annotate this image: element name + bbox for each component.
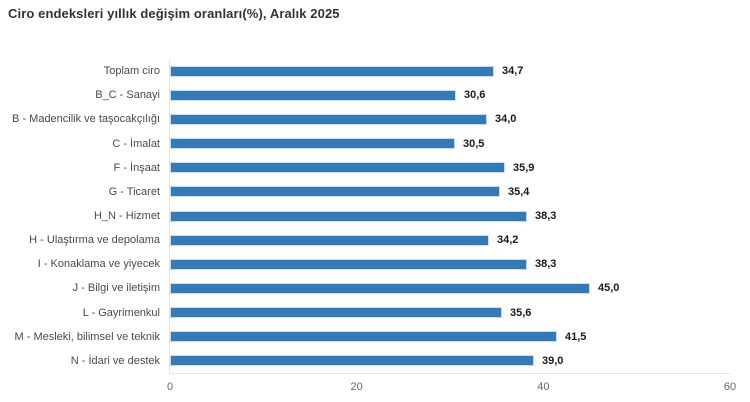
bar bbox=[170, 89, 456, 101]
bar bbox=[170, 307, 502, 319]
bar bbox=[170, 113, 487, 125]
x-tick-label: 60 bbox=[723, 381, 737, 393]
bar bbox=[170, 210, 527, 222]
value-label: 35,9 bbox=[513, 161, 535, 174]
category-label: G - Ticaret bbox=[108, 185, 160, 198]
bar bbox=[170, 65, 494, 77]
value-label: 34,7 bbox=[502, 65, 524, 78]
value-label: 38,3 bbox=[535, 258, 557, 271]
category-label: F - İnşaat bbox=[113, 161, 160, 174]
category-label: M - Mesleki, bilimsel ve teknik bbox=[14, 330, 160, 343]
bar bbox=[170, 331, 557, 343]
value-label: 41,5 bbox=[565, 330, 587, 343]
bar bbox=[170, 282, 590, 294]
category-label: H - Ulaştırma ve depolama bbox=[29, 234, 160, 247]
chart-title: Ciro endeksleri yıllık değişim oranları(… bbox=[8, 6, 340, 21]
value-label: 30,5 bbox=[463, 137, 485, 150]
category-label: L - Gayrimenkul bbox=[82, 306, 160, 319]
value-label: 34,0 bbox=[495, 113, 517, 126]
value-label: 35,4 bbox=[508, 185, 530, 198]
value-label: 45,0 bbox=[598, 282, 620, 295]
category-label: H_N - Hizmet bbox=[93, 210, 160, 222]
category-label: B - Madencilik ve taşocakçılığı bbox=[12, 113, 160, 126]
bar bbox=[170, 162, 505, 174]
bar bbox=[170, 258, 527, 270]
x-axis-line bbox=[169, 373, 730, 374]
bar bbox=[170, 234, 489, 246]
x-tick-label: 40 bbox=[537, 381, 550, 393]
category-label: N - İdari ve destek bbox=[70, 354, 160, 367]
y-axis-line bbox=[169, 59, 170, 374]
category-label: Toplam ciro bbox=[103, 65, 160, 78]
category-label: B_C - Sanayi bbox=[95, 89, 160, 102]
value-label: 34,2 bbox=[497, 234, 519, 247]
category-label: C - İmalat bbox=[112, 137, 160, 150]
value-label: 39,0 bbox=[542, 354, 564, 367]
category-label: J - Bilgi ve iletişim bbox=[72, 282, 160, 295]
bar bbox=[170, 355, 534, 367]
bar bbox=[170, 138, 455, 150]
category-label: I - Konaklama ve yiyecek bbox=[37, 258, 160, 271]
x-tick-label: 0 bbox=[166, 381, 174, 393]
value-label: 30,6 bbox=[464, 89, 486, 102]
bar bbox=[170, 186, 500, 198]
x-tick-label: 20 bbox=[350, 381, 363, 393]
value-label: 38,3 bbox=[535, 210, 557, 222]
value-label: 35,6 bbox=[510, 306, 532, 319]
